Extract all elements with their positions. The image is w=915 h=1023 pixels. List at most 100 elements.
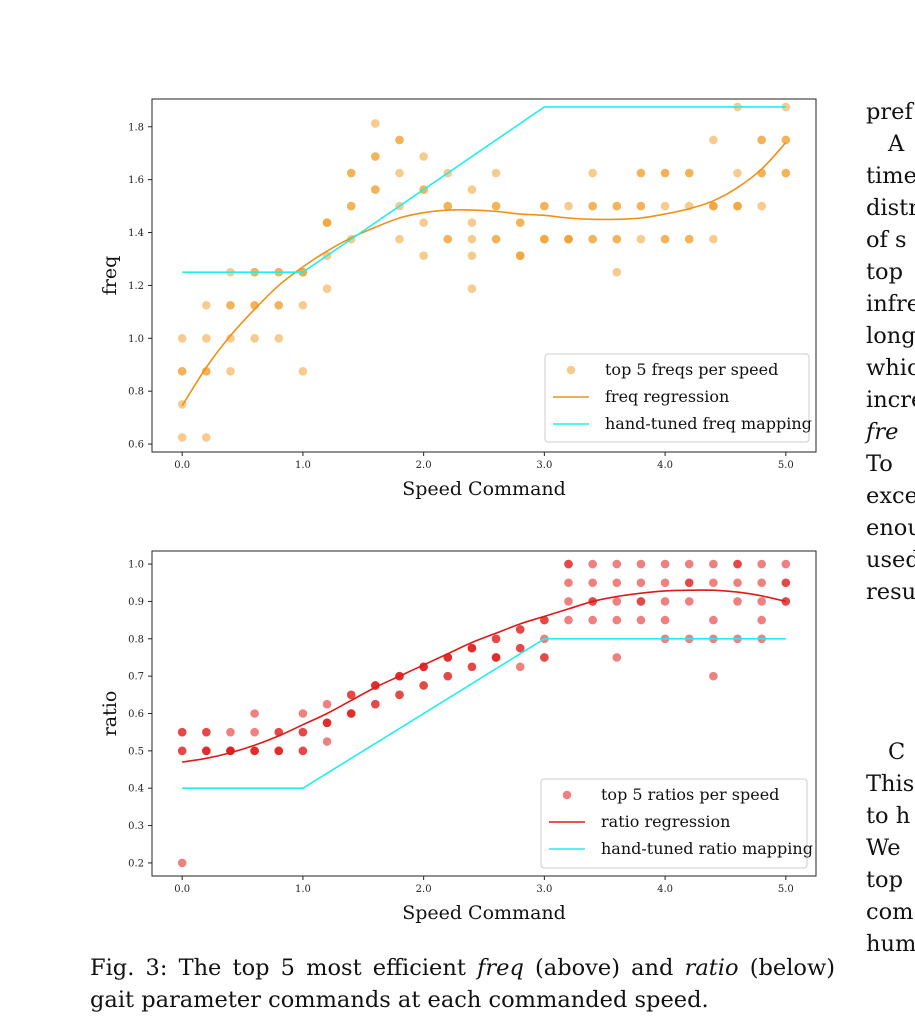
legend-marker — [562, 790, 572, 800]
data-point — [298, 709, 308, 718]
data-point — [467, 218, 477, 227]
data-point — [540, 234, 549, 244]
data-point — [660, 597, 670, 606]
data-point — [733, 597, 742, 606]
data-point — [419, 681, 428, 690]
side-text-line: top — [866, 259, 903, 285]
caption-var-ratio: ratio — [684, 955, 739, 981]
data-point — [274, 300, 284, 310]
data-point — [540, 615, 549, 625]
y-tick-label: 0.9 — [128, 597, 144, 608]
data-point — [709, 135, 718, 145]
data-point — [419, 251, 428, 260]
side-text-line: To — [866, 451, 893, 477]
data-point — [660, 578, 670, 588]
legend-label: top 5 ratios per speed — [601, 785, 779, 804]
data-point — [515, 251, 525, 260]
data-point — [467, 251, 477, 260]
data-point — [274, 333, 284, 343]
data-point — [564, 559, 573, 569]
data-point — [588, 168, 597, 178]
data-point — [467, 662, 477, 672]
y-tick-label: 0.6 — [128, 440, 144, 451]
x-tick-label: 5.0 — [778, 884, 794, 895]
data-point — [395, 690, 404, 700]
y-tick-label: 1.2 — [128, 281, 144, 292]
y-tick-label: 0.6 — [128, 709, 144, 720]
data-point — [371, 185, 380, 194]
series-line — [182, 589, 786, 763]
y-axis-label: freq — [99, 256, 121, 296]
legend-label: hand-tuned freq mapping — [605, 414, 812, 433]
data-point — [709, 201, 718, 211]
x-tick-label: 0.0 — [174, 460, 190, 471]
data-point — [612, 578, 622, 588]
data-point — [346, 168, 356, 178]
data-point — [564, 597, 573, 606]
data-point — [564, 201, 573, 211]
data-point — [588, 559, 597, 569]
data-point — [515, 662, 525, 672]
data-point — [757, 201, 766, 211]
series-hand-tuned-ratio-mapping — [182, 637, 786, 790]
plot-frame — [151, 98, 817, 453]
data-point — [395, 168, 404, 178]
data-point — [781, 135, 791, 145]
data-point — [709, 559, 718, 569]
x-tick-label: 3.0 — [536, 884, 552, 895]
data-point — [443, 234, 453, 244]
data-point — [588, 201, 597, 211]
data-point — [202, 746, 211, 756]
side-text-line — [866, 704, 915, 736]
side-text-line: infre — [866, 291, 915, 317]
chart-panel-freq: 0.0 1.0 2.0 3.0 4.0 5.0 0.6 0.8 1.0 1.2 1.4 1.6 1.8 S… — [99, 98, 817, 500]
series-hand-tuned-freq-mapping — [182, 106, 786, 273]
data-point — [395, 234, 404, 244]
data-point — [540, 653, 549, 662]
side-text-line: com — [866, 899, 914, 925]
data-point — [443, 671, 453, 681]
caption-var-freq: freq — [477, 955, 524, 981]
data-point — [491, 168, 501, 178]
side-text-line: resu — [866, 579, 915, 605]
data-point — [322, 284, 332, 294]
legend-label: freq regression — [605, 387, 729, 406]
data-point — [564, 615, 573, 625]
side-text-line: A — [888, 131, 905, 157]
side-text-line: fre — [866, 419, 899, 445]
y-tick-label: 1.6 — [128, 175, 144, 186]
side-text-line: We — [866, 835, 901, 861]
data-point — [322, 218, 332, 227]
legend: top 5 ratios per speed ratio regression ha… — [540, 778, 813, 869]
x-tick-label: 2.0 — [416, 460, 432, 471]
data-point — [660, 168, 670, 178]
caption-prefix: Fig. 3: The top 5 most efficient — [90, 955, 478, 981]
data-point — [371, 699, 380, 709]
data-point — [612, 267, 622, 277]
x-tick-label: 2.0 — [416, 884, 432, 895]
data-point — [298, 727, 308, 737]
data-point — [298, 300, 308, 310]
y-tick-label: 1.8 — [128, 122, 144, 133]
data-point — [660, 234, 670, 244]
side-text-line: of s — [866, 227, 907, 253]
side-text-line: incre — [866, 387, 915, 413]
data-point — [612, 615, 622, 625]
x-tick-label: 4.0 — [657, 460, 673, 471]
legend-box — [540, 778, 808, 869]
data-point — [395, 135, 404, 145]
data-point — [467, 643, 477, 653]
y-tick-label: 0.8 — [128, 634, 144, 645]
legend-box — [544, 353, 810, 443]
data-point — [757, 135, 766, 145]
data-point — [250, 333, 259, 343]
legend: top 5 freqs per speed freq regression hand… — [544, 353, 812, 443]
data-point — [612, 234, 622, 244]
data-point — [322, 737, 332, 746]
data-point — [636, 559, 646, 569]
series-top-5-ratios-per-speed — [177, 559, 791, 868]
data-point — [322, 699, 332, 709]
data-point — [757, 615, 766, 625]
y-tick-label: 0.4 — [128, 784, 144, 795]
